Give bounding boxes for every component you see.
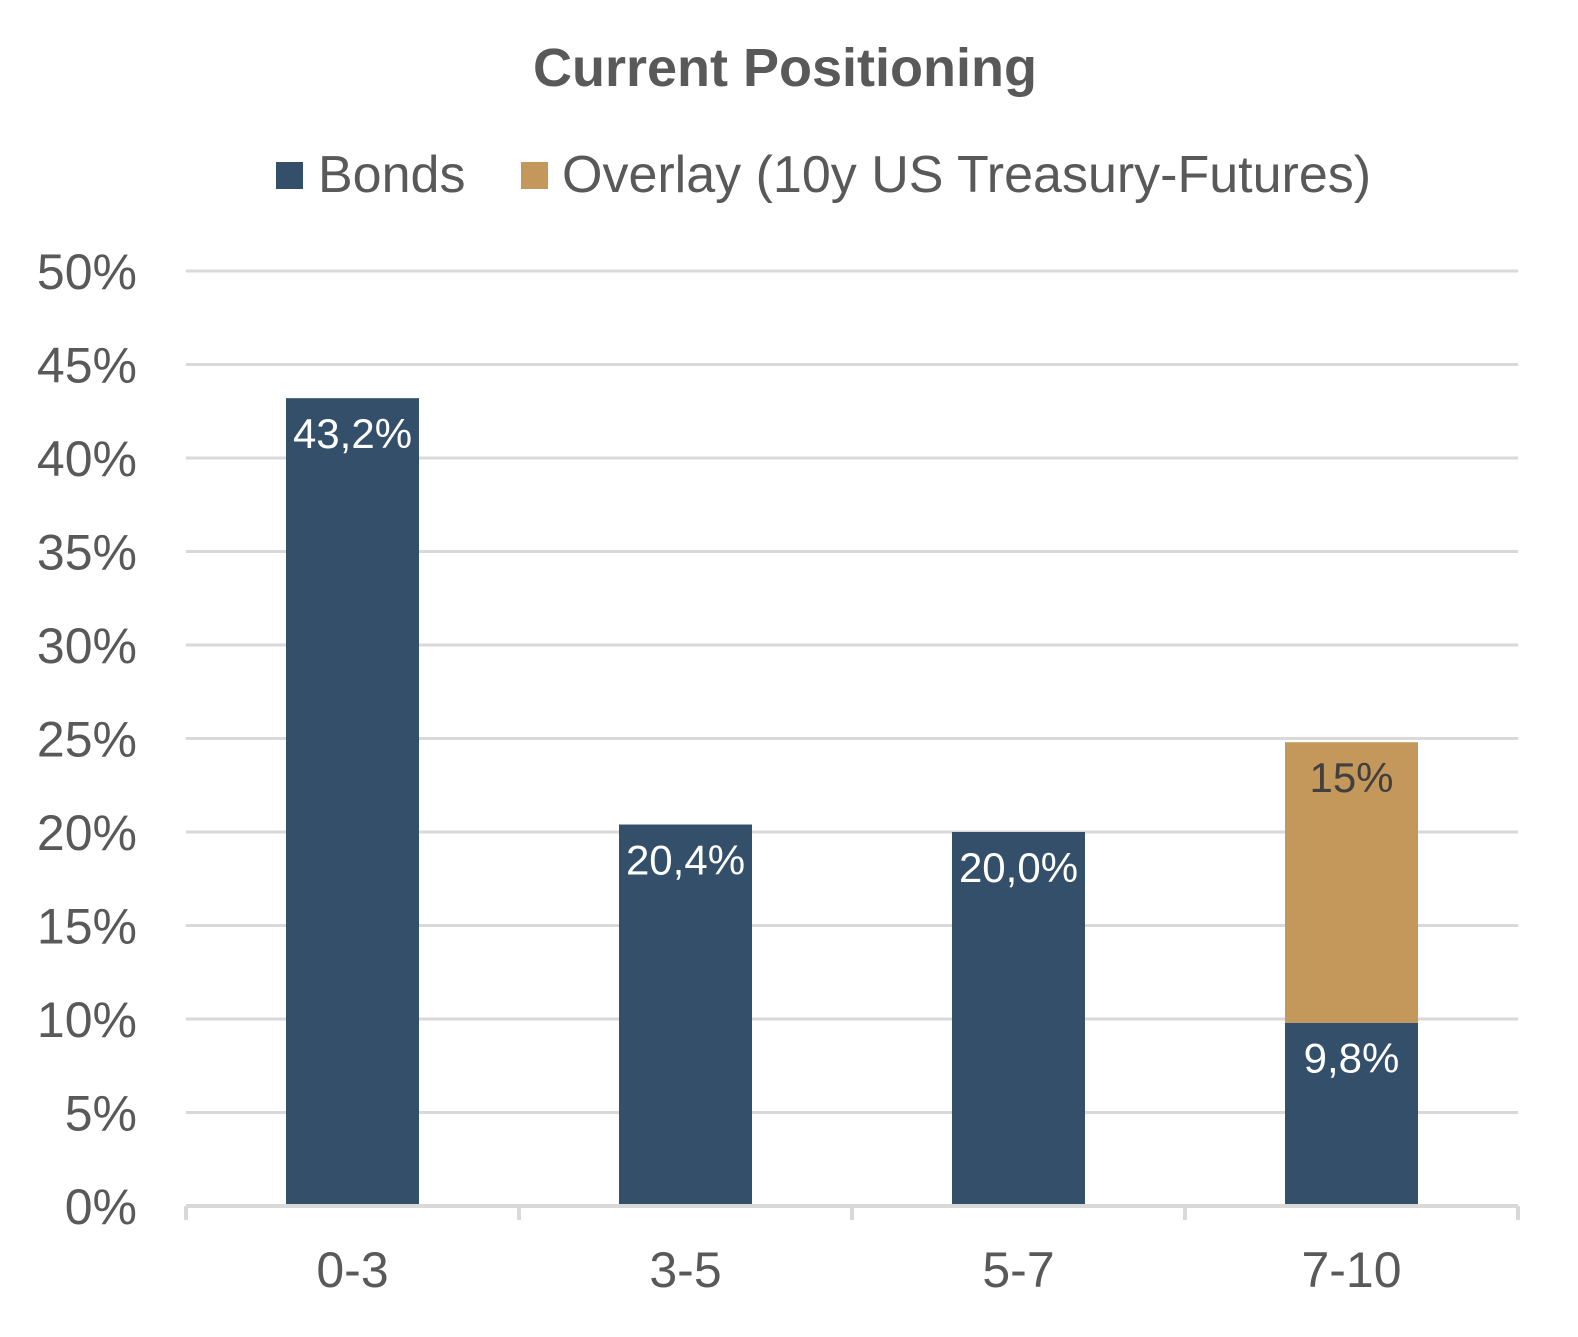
bars [286,398,1418,1206]
legend-label-bonds: Bonds [318,146,465,204]
y-tick-label: 0% [65,1179,137,1235]
data-label: 9,8% [1304,1035,1400,1082]
data-labels: 43,2% 20,4% 20,0% 9,8% 15% [293,410,1399,1082]
bar-bonds-3-5 [619,824,752,1206]
legend: Bonds Overlay (10y US Treasury-Futures) [276,146,1371,204]
legend-swatch-bonds [276,162,303,189]
data-label: 15% [1309,754,1393,801]
y-tick-label: 25% [37,712,137,768]
y-tick-label: 45% [37,338,137,394]
y-tick-label: 10% [37,992,137,1048]
x-tick-label: 3-5 [649,1242,721,1298]
y-tick-label: 5% [65,1086,137,1142]
legend-swatch-overlay [521,162,548,189]
y-tick-label: 40% [37,431,137,487]
x-axis-tick-labels: 0-3 3-5 5-7 7-10 [316,1242,1401,1298]
y-tick-label: 30% [37,618,137,674]
legend-label-overlay: Overlay (10y US Treasury-Futures) [562,146,1371,204]
y-axis-tick-labels: 0% 5% 10% 15% 20% 25% 30% 35% 40% 45% 50% [37,244,137,1235]
bar-bonds-0-3 [286,398,419,1206]
chart-title: Current Positioning [533,38,1037,98]
data-label: 20,4% [626,837,745,884]
x-tick-label: 0-3 [316,1242,388,1298]
bar-bonds-7-10 [1285,1022,1418,1206]
y-tick-label: 15% [37,899,137,955]
x-tick-label: 5-7 [982,1242,1054,1298]
x-axis [184,1204,1520,1220]
data-label: 43,2% [293,410,412,457]
y-tick-label: 20% [37,805,137,861]
bar-bonds-5-7 [952,832,1085,1206]
y-tick-label: 35% [37,525,137,581]
data-label: 20,0% [959,844,1078,891]
bar-overlay-7-10 [1285,742,1418,1023]
y-tick-label: 50% [37,244,137,300]
x-tick-label: 7-10 [1301,1242,1401,1298]
